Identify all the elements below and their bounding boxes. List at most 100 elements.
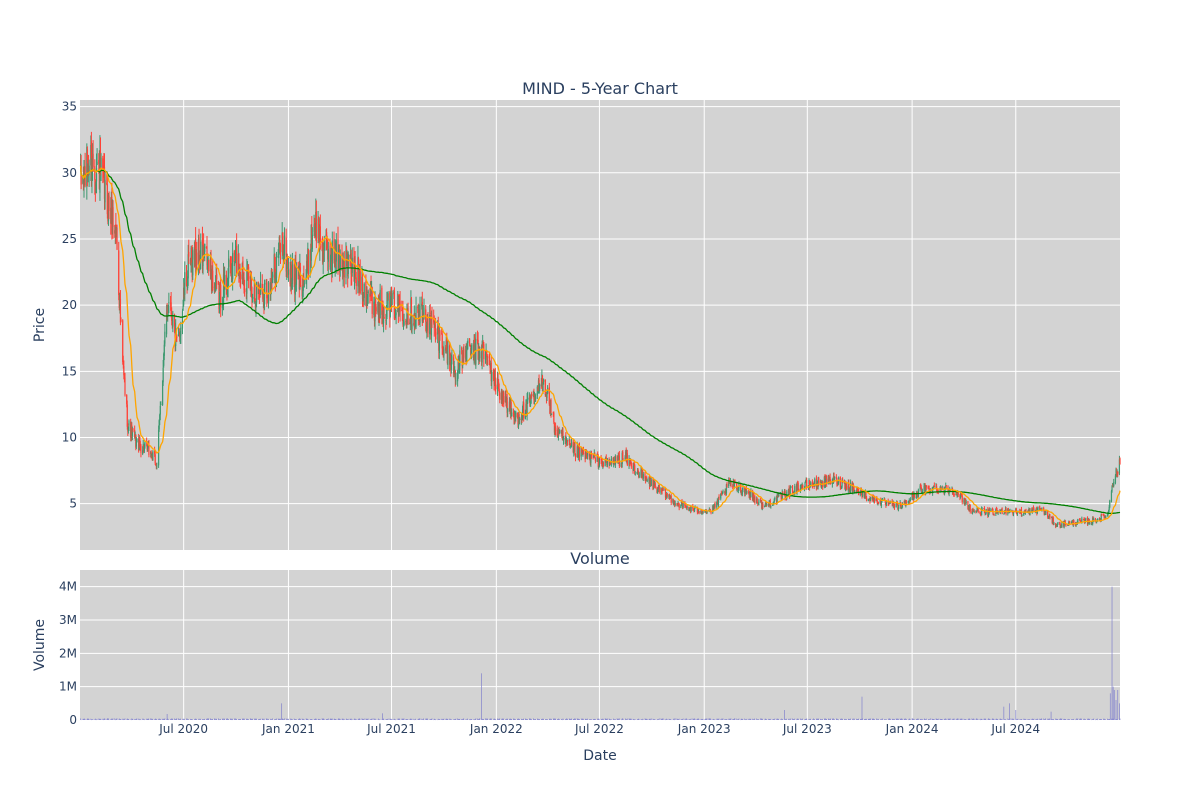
price-chart-title: MIND - 5-Year Chart [522, 79, 678, 98]
volume-bar [536, 718, 538, 720]
volume-bar [744, 718, 746, 720]
candle-body [290, 265, 292, 291]
volume-bar [899, 718, 901, 720]
volume-bar [212, 718, 214, 720]
volume-bar [433, 719, 435, 721]
volume-bar [461, 719, 463, 720]
volume-bar [502, 718, 504, 720]
candle-body [199, 254, 201, 262]
volume-bar [1035, 719, 1037, 720]
volume-bar [597, 718, 599, 720]
volume-bar [940, 719, 942, 720]
volume-bar [713, 719, 715, 720]
candle-body [421, 301, 423, 322]
candle-body [824, 476, 827, 486]
volume-bar [624, 719, 626, 721]
candle-body [1087, 522, 1089, 525]
volume-bar [463, 718, 465, 720]
volume-bar [996, 718, 998, 720]
candle-body [123, 375, 126, 380]
volume-bar [554, 718, 555, 720]
candle-body [997, 511, 999, 514]
volume-bar [904, 718, 906, 720]
volume-bar [594, 718, 596, 720]
candle-body [379, 289, 381, 319]
candle-body [750, 490, 752, 498]
candle-body [877, 503, 879, 505]
candle-body [187, 276, 189, 289]
volume-bar [291, 719, 293, 720]
volume-bar [390, 718, 392, 720]
candle-body [1041, 508, 1043, 510]
volume-bar [960, 718, 962, 720]
candle-body [269, 282, 271, 293]
volume-bar [976, 718, 978, 720]
price-plot-area[interactable] [80, 100, 1120, 550]
volume-bar [1093, 718, 1095, 720]
volume-bar [502, 719, 504, 720]
volume-bar [830, 718, 832, 720]
candle-body [666, 493, 668, 497]
candle-body [544, 379, 546, 396]
volume-bar [939, 718, 941, 720]
volume-plot-area[interactable] [80, 570, 1120, 720]
candle-body [1060, 525, 1062, 528]
volume-bar [477, 718, 478, 720]
candle-body [658, 484, 660, 493]
volume-bar [862, 718, 863, 720]
volume-bar [604, 718, 606, 720]
volume-bar [1080, 718, 1082, 720]
volume-bar [1103, 718, 1105, 720]
volume-bar [957, 718, 959, 720]
volume-bar [1028, 719, 1030, 720]
candle-body [94, 166, 96, 180]
volume-bar [881, 718, 883, 720]
candle-body [132, 428, 134, 431]
volume-bar [890, 718, 891, 720]
candle-body [518, 414, 520, 422]
volume-bar [1068, 719, 1070, 720]
candle-body [106, 182, 108, 185]
volume-bar [770, 718, 772, 720]
candle-body [466, 350, 468, 362]
candle-body [1081, 518, 1083, 523]
candle-body [274, 257, 276, 267]
candle-body [924, 485, 926, 487]
volume-bar [696, 718, 698, 720]
candle-body [826, 478, 828, 485]
candle-body [706, 511, 708, 513]
candle-body [981, 508, 983, 510]
volume-bar [596, 719, 598, 721]
candle-body [95, 184, 97, 186]
candle-body [961, 495, 963, 503]
volume-bar [888, 718, 890, 720]
volume-bar [251, 718, 253, 720]
volume-bar [1119, 718, 1121, 720]
volume-bar [700, 719, 702, 720]
volume-bar [429, 719, 431, 720]
volume-bar [738, 718, 740, 720]
candle-body [491, 372, 493, 382]
volume-bar [100, 719, 102, 720]
volume-bar [833, 719, 835, 720]
candle-body [351, 257, 353, 273]
candle-body [362, 295, 364, 301]
volume-bar [238, 718, 240, 720]
candle-body [596, 454, 598, 462]
volume-bar [207, 718, 208, 720]
volume-bar [1048, 719, 1050, 720]
volume-bar [569, 719, 571, 720]
volume-bar [514, 718, 515, 720]
candle-body [976, 508, 978, 512]
volume-bar [342, 718, 343, 720]
volume-bar [533, 719, 535, 720]
volume-bar [162, 718, 163, 720]
candle-body [957, 491, 959, 495]
candle-body [729, 482, 731, 484]
candle-body [1008, 512, 1010, 514]
volume-bar [214, 718, 216, 720]
volume-bar [315, 718, 317, 720]
volume-bar [521, 719, 523, 720]
candle-body [481, 345, 483, 363]
volume-bar [497, 718, 498, 720]
